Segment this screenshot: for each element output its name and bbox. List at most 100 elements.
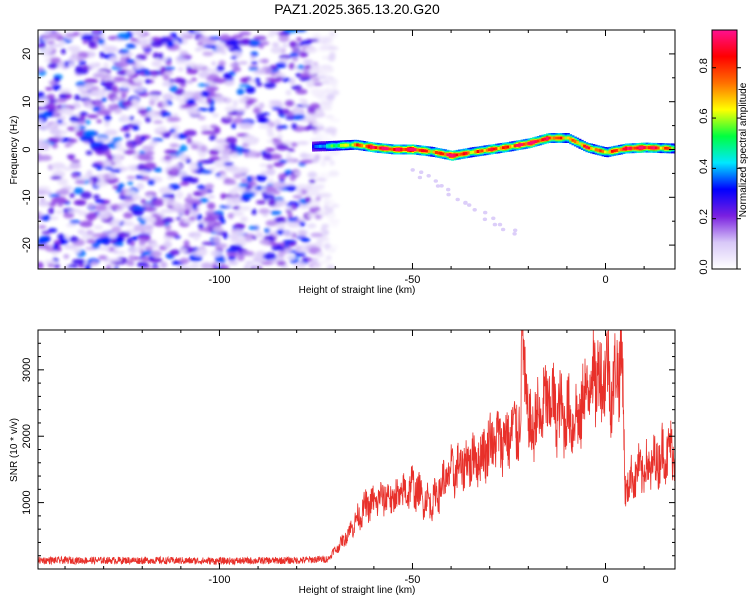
ridge-cell bbox=[636, 146, 640, 150]
noise-blob bbox=[230, 55, 238, 60]
snr-x-tick-label: -50 bbox=[405, 574, 421, 586]
spectrogram-y-tick-label: -10 bbox=[21, 189, 33, 205]
ridge-cell bbox=[451, 154, 455, 158]
noise-blob bbox=[116, 250, 126, 255]
ridge-cell bbox=[613, 149, 617, 153]
noise-blob bbox=[169, 143, 180, 148]
noise-blob bbox=[227, 111, 239, 116]
noise-blob bbox=[331, 84, 338, 89]
noise-blob bbox=[198, 223, 204, 229]
ridge-cell bbox=[617, 148, 621, 152]
noise-blob bbox=[259, 163, 268, 167]
noise-blob bbox=[230, 210, 244, 217]
noise-blob bbox=[262, 152, 272, 160]
noise-blob bbox=[299, 98, 306, 103]
noise-blob bbox=[147, 179, 156, 186]
noise-blob bbox=[319, 100, 333, 106]
noise-blob bbox=[127, 181, 134, 186]
ridge-cell bbox=[527, 141, 531, 145]
noise-blob bbox=[186, 98, 196, 105]
noise-blob bbox=[283, 249, 292, 253]
noise-blob bbox=[142, 202, 152, 208]
noise-blob bbox=[136, 261, 148, 268]
noise-blob bbox=[112, 185, 119, 189]
noise-blob bbox=[239, 77, 251, 84]
ridge-cell bbox=[525, 142, 529, 146]
noise-blob bbox=[121, 92, 127, 99]
noise-blob bbox=[224, 76, 235, 81]
noise-blob bbox=[235, 108, 247, 113]
noise-blob bbox=[313, 206, 321, 212]
noise-blob bbox=[287, 217, 297, 222]
noise-blob bbox=[71, 159, 81, 163]
noise-blob bbox=[184, 91, 196, 96]
noise-blob bbox=[299, 76, 311, 82]
noise-blob bbox=[238, 148, 251, 153]
noise-blob bbox=[190, 112, 201, 116]
snr-x-axis-label: Height of straight line (km) bbox=[299, 585, 416, 596]
snr-y-axis-label: SNR (10 * v/v) bbox=[9, 418, 20, 482]
noise-blob bbox=[124, 132, 130, 138]
ridge-cell bbox=[513, 144, 517, 148]
noise-blob bbox=[298, 262, 307, 269]
noise-blob bbox=[289, 77, 296, 86]
ridge-cell bbox=[444, 152, 448, 156]
noise-blob bbox=[138, 150, 146, 155]
noise-blob bbox=[270, 46, 284, 54]
ridge-cell bbox=[388, 147, 392, 151]
ridge-cell bbox=[541, 138, 545, 142]
noise-blob bbox=[232, 99, 238, 107]
noise-blob bbox=[103, 247, 111, 251]
noise-blob bbox=[303, 59, 314, 65]
noise-blob bbox=[273, 217, 285, 222]
noise-blob bbox=[39, 235, 50, 244]
noise-blob bbox=[272, 181, 287, 189]
noise-blob bbox=[324, 114, 335, 119]
noise-blob bbox=[229, 244, 243, 251]
noise-blob bbox=[80, 191, 92, 199]
noise-blob bbox=[116, 62, 129, 68]
noise-blob bbox=[164, 149, 178, 154]
noise-blob bbox=[67, 210, 79, 214]
noise-blob bbox=[319, 89, 334, 94]
noise-blob bbox=[206, 222, 215, 228]
noise-blob bbox=[47, 62, 59, 69]
noise-blob bbox=[215, 173, 221, 177]
noise-blob bbox=[69, 162, 82, 170]
noise-blob bbox=[111, 137, 123, 142]
ridge-cell bbox=[601, 149, 605, 153]
noise-blob bbox=[330, 221, 339, 228]
noise-blob bbox=[128, 254, 135, 262]
spectrogram-x-tick-label: -100 bbox=[208, 274, 230, 286]
noise-blob bbox=[191, 77, 197, 82]
colorbar-gradient bbox=[711, 29, 738, 270]
tail-blob bbox=[512, 232, 517, 236]
noise-blob bbox=[252, 104, 265, 108]
noise-blob bbox=[278, 35, 290, 43]
noise-blob bbox=[238, 83, 251, 88]
noise-blob bbox=[187, 193, 193, 201]
noise-blob bbox=[71, 174, 79, 179]
noise-blob bbox=[225, 136, 238, 144]
noise-blob bbox=[94, 199, 106, 204]
noise-blob bbox=[250, 61, 258, 65]
noise-blob bbox=[49, 128, 62, 136]
noise-blob bbox=[82, 130, 97, 137]
noise-blob bbox=[97, 212, 110, 220]
noise-blob bbox=[255, 200, 267, 205]
noise-blob bbox=[122, 221, 129, 226]
noise-blob bbox=[271, 242, 278, 247]
noise-blob bbox=[112, 249, 119, 254]
noise-blob bbox=[111, 97, 125, 101]
noise-blob bbox=[207, 202, 216, 210]
noise-blob bbox=[246, 175, 253, 183]
noise-blob bbox=[81, 33, 94, 41]
noise-blob bbox=[319, 45, 330, 51]
noise-blob bbox=[88, 62, 100, 69]
colorbar-tick-label: 0.4 bbox=[698, 159, 710, 174]
noise-blob bbox=[321, 55, 329, 60]
noise-blob bbox=[320, 133, 331, 137]
ridge-cell bbox=[529, 141, 533, 145]
ridge-cell bbox=[342, 143, 346, 147]
noise-blob bbox=[56, 98, 67, 103]
